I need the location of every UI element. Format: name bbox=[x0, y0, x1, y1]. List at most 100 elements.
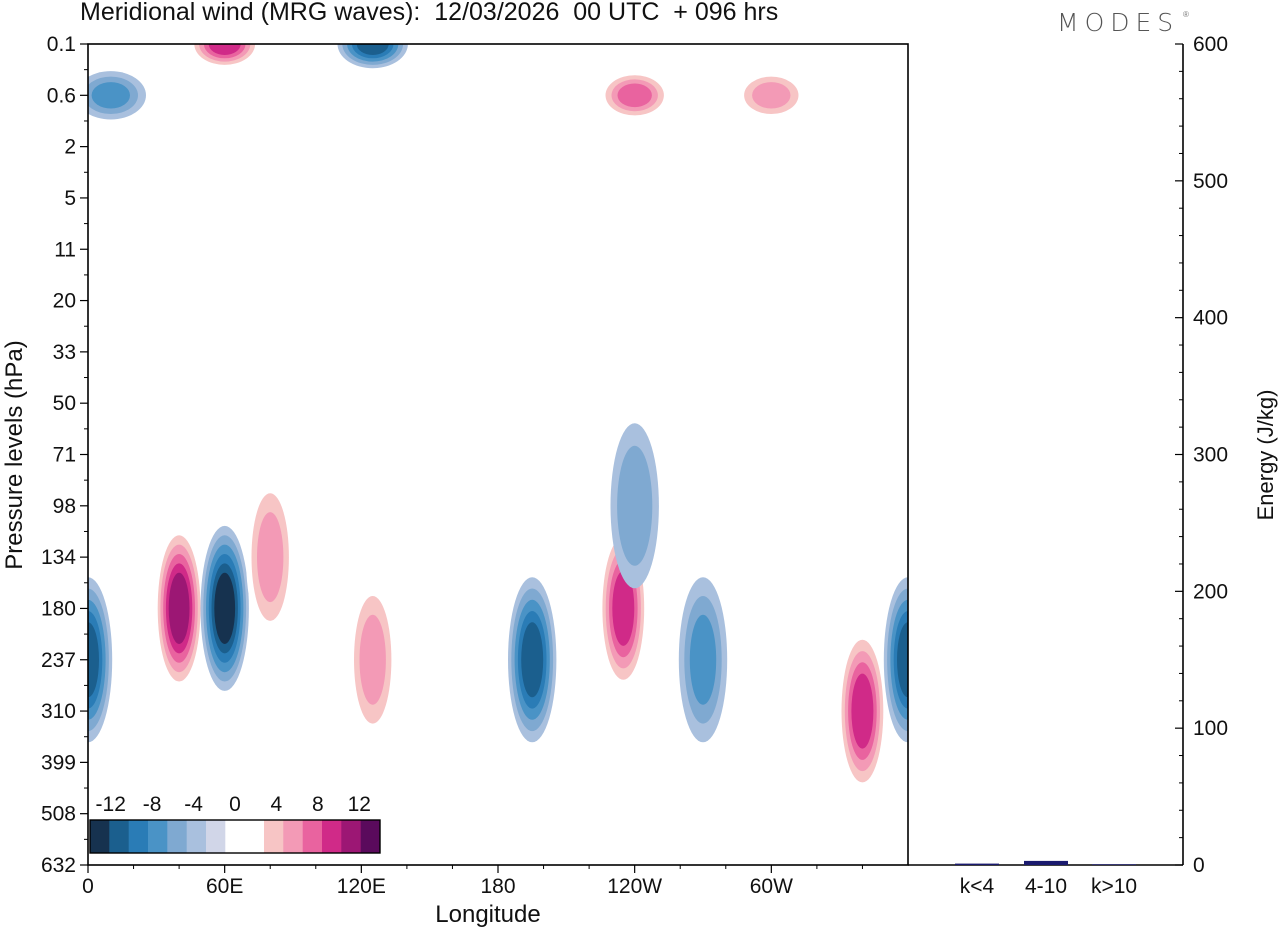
x-tick-label: 0 bbox=[82, 875, 94, 898]
heatmap-feature bbox=[838, 628, 887, 794]
heatmap-contour bbox=[521, 622, 544, 698]
heatmap-contour bbox=[214, 572, 236, 645]
colorbar-swatch bbox=[167, 820, 188, 853]
y-tick-label: 399 bbox=[41, 751, 76, 774]
colorbar-swatch bbox=[283, 820, 304, 853]
heatmap-feature bbox=[337, 44, 408, 69]
colorbar-label: 8 bbox=[312, 793, 324, 816]
energy-tick-label: 500 bbox=[1193, 170, 1228, 193]
colorbar-swatch bbox=[109, 820, 130, 853]
heatmap-contour bbox=[752, 82, 791, 109]
y-tick-label: 180 bbox=[41, 597, 76, 620]
y-tick-label: 310 bbox=[41, 700, 76, 723]
colorbar-swatch bbox=[302, 820, 323, 853]
heatmap-field bbox=[88, 44, 908, 794]
y-tick-label: 0.6 bbox=[47, 84, 76, 107]
colorbar-label: 4 bbox=[271, 793, 283, 816]
energy-category-label: k>10 bbox=[1091, 875, 1137, 898]
colorbar-swatch bbox=[186, 820, 207, 853]
colorbar-label: -12 bbox=[96, 793, 126, 816]
heatmap-contour bbox=[257, 512, 284, 603]
heatmap-feature bbox=[508, 577, 557, 743]
heatmap-contour bbox=[168, 572, 190, 645]
colorbar-swatch bbox=[264, 820, 284, 853]
heatmap-contour bbox=[851, 673, 874, 749]
energy-tick-label: 400 bbox=[1193, 307, 1228, 330]
x-tick-label: 120W bbox=[607, 875, 662, 898]
y-tick-label: 508 bbox=[41, 803, 76, 826]
y-tick-label: 33 bbox=[53, 341, 76, 364]
heatmap-contour bbox=[359, 614, 386, 705]
colorbar-label: 12 bbox=[348, 793, 371, 816]
heatmap-feature bbox=[736, 71, 807, 120]
energy-tick-label: 100 bbox=[1193, 717, 1228, 740]
modes-logo: MODES bbox=[1057, 8, 1180, 37]
energy-category-label: 4-10 bbox=[1025, 875, 1067, 898]
energy-axis-label: Energy (J/kg) bbox=[1253, 390, 1278, 521]
heatmap-contour bbox=[617, 445, 653, 566]
colorbar-swatch bbox=[206, 820, 226, 853]
colorbar-swatch bbox=[90, 820, 110, 853]
colorbar-swatch bbox=[148, 820, 168, 853]
heatmap-contour bbox=[897, 622, 908, 698]
energy-bar bbox=[955, 863, 999, 865]
heatmap-contour bbox=[617, 83, 652, 108]
heatmap-contour bbox=[91, 82, 130, 109]
colorbar-swatch bbox=[322, 820, 342, 853]
heatmap-contour bbox=[612, 570, 635, 646]
x-tick-label: 60W bbox=[750, 875, 793, 898]
colorbar-label: 0 bbox=[229, 793, 241, 816]
colorbar-swatch bbox=[341, 820, 362, 853]
x-tick-label: 60E bbox=[206, 875, 243, 898]
energy-bar bbox=[1024, 860, 1068, 865]
heatmap-feature bbox=[610, 423, 659, 589]
colorbar-swatch bbox=[244, 820, 265, 853]
y-tick-label: 632 bbox=[41, 854, 76, 877]
energy-category-label: k<4 bbox=[960, 875, 995, 898]
heatmap-feature bbox=[678, 577, 728, 743]
logo-registered-mark: ® bbox=[1183, 10, 1189, 19]
colorbar-swatch bbox=[128, 820, 149, 853]
colorbar-label: -8 bbox=[143, 793, 162, 816]
x-tick-label: 180 bbox=[480, 875, 515, 898]
heatmap-frame bbox=[87, 43, 909, 866]
x-axis-label: Longitude bbox=[435, 901, 540, 928]
energy-bar-panel: 0 100 200 300 400 500 600 Energy (J/kg) k<4 4-10 k… bbox=[908, 33, 1278, 898]
heatmap-feature bbox=[883, 577, 908, 743]
y-tick-label: 50 bbox=[53, 392, 76, 415]
heatmap-feature bbox=[88, 577, 113, 743]
y-tick-label: 20 bbox=[53, 290, 76, 313]
heatmap-contour bbox=[208, 44, 241, 55]
heatmap-feature bbox=[348, 577, 397, 743]
y-tick-label: 5 bbox=[64, 187, 76, 210]
colorbar-swatch bbox=[360, 820, 381, 853]
heatmap-contour bbox=[356, 44, 389, 55]
colorbar: -12 -8 -4 0 4 8 12 bbox=[89, 793, 381, 854]
heatmap-feature bbox=[88, 71, 146, 120]
y-tick-label: 11 bbox=[54, 238, 76, 261]
y-tick-label: 237 bbox=[41, 649, 76, 672]
y-axis-label: Pressure levels (hPa) bbox=[1, 340, 28, 569]
heatmap-feature bbox=[200, 525, 249, 691]
energy-tick-label: 0 bbox=[1193, 854, 1205, 877]
heatmap-contour bbox=[88, 622, 99, 698]
heatmap-contour bbox=[689, 614, 717, 705]
colorbar-swatch bbox=[225, 820, 246, 853]
heatmap-feature bbox=[154, 525, 204, 691]
heatmap-feature bbox=[599, 71, 670, 120]
energy-bar bbox=[1092, 864, 1136, 865]
energy-tick-label: 600 bbox=[1193, 33, 1228, 56]
y-tick-label: 71 bbox=[53, 444, 76, 467]
heatmap-axes: 0.1 0.6 2 5 11 20 33 50 71 98 134 180 237 310 399 508 63… bbox=[1, 33, 909, 928]
colorbar-frame bbox=[89, 819, 381, 854]
energy-tick-label: 200 bbox=[1193, 580, 1228, 603]
colorbar-label: -4 bbox=[184, 793, 203, 816]
energy-tick-label: 300 bbox=[1193, 444, 1228, 467]
chart-title: Meridional wind (MRG waves): 12/03/2026 … bbox=[80, 0, 779, 26]
y-tick-label: 2 bbox=[64, 136, 76, 159]
y-tick-label: 134 bbox=[41, 546, 76, 569]
y-tick-label: 0.1 bbox=[47, 33, 76, 56]
x-tick-label: 120E bbox=[337, 875, 386, 898]
heatmap-feature bbox=[246, 474, 295, 640]
